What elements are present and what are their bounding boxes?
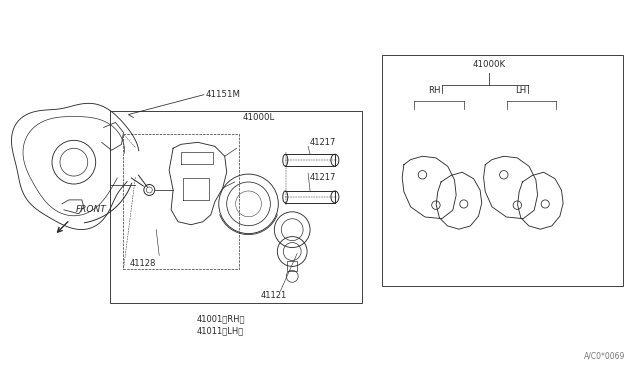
- Text: 41011〈LH〉: 41011〈LH〉: [197, 326, 244, 336]
- Text: 41121: 41121: [260, 291, 287, 300]
- Text: 41217: 41217: [310, 138, 337, 147]
- Text: 41128: 41128: [129, 259, 156, 268]
- Text: 41001〈RH〉: 41001〈RH〉: [196, 314, 245, 324]
- Text: 41217: 41217: [310, 173, 337, 182]
- Bar: [109, 110, 362, 303]
- Text: 41000K: 41000K: [472, 60, 506, 70]
- Bar: [287, 262, 297, 271]
- Text: LH: LH: [515, 86, 526, 95]
- Text: A/C0*0069: A/C0*0069: [584, 352, 626, 361]
- Bar: [124, 134, 239, 269]
- Bar: [381, 55, 623, 286]
- Text: 41000L: 41000L: [243, 113, 275, 122]
- Text: RH: RH: [428, 86, 440, 95]
- Text: 41151M: 41151M: [206, 90, 241, 99]
- Text: FRONT: FRONT: [76, 205, 107, 214]
